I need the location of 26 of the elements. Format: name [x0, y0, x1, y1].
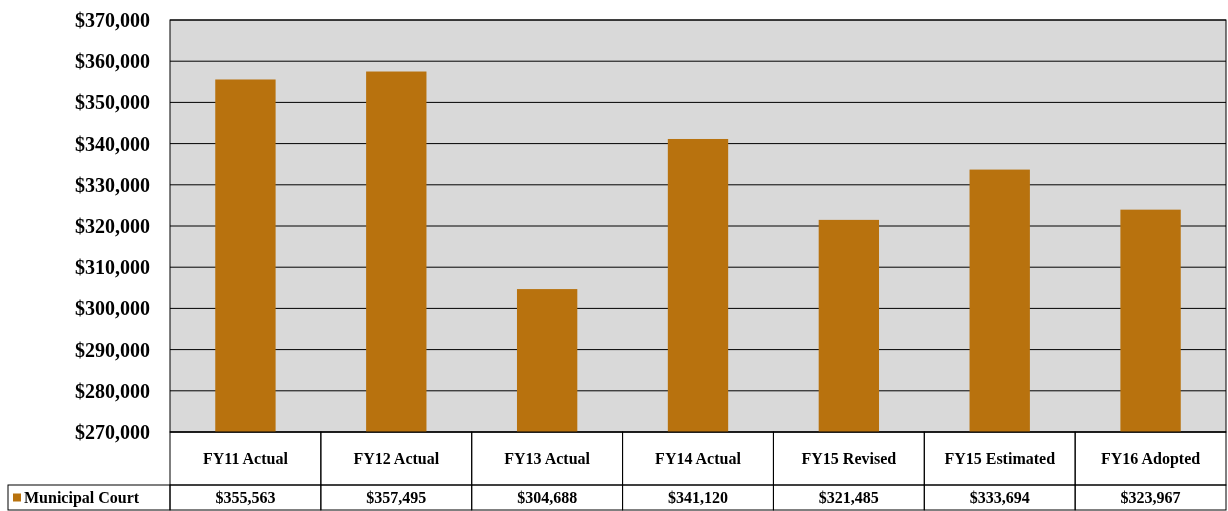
y-tick-label: $320,000 — [75, 215, 150, 237]
x-tick-label: FY15 Revised — [801, 450, 897, 468]
y-tick-label: $270,000 — [75, 421, 150, 443]
y-tick-label: $340,000 — [75, 132, 150, 155]
data-label: $355,563 — [215, 489, 276, 507]
data-label: $304,688 — [517, 489, 578, 507]
data-label: $341,120 — [668, 489, 728, 507]
y-tick-label: $310,000 — [75, 256, 150, 279]
data-label: $323,967 — [1120, 489, 1181, 507]
data-label: $333,694 — [969, 489, 1030, 507]
y-tick-label: $290,000 — [75, 338, 150, 361]
y-tick-label: $330,000 — [75, 173, 150, 196]
data-label: $321,485 — [818, 489, 879, 507]
x-tick-label: FY16 Adopted — [1101, 450, 1201, 469]
x-tick-label: FY15 Estimated — [944, 450, 1056, 468]
x-tick-label: FY13 Actual — [504, 450, 591, 468]
x-tick-label: FY11 Actual — [202, 450, 289, 468]
y-tick-label: $360,000 — [75, 50, 150, 73]
y-tick-label: $350,000 — [75, 91, 150, 114]
legend-label: Municipal Court — [24, 489, 140, 508]
y-tick-label: $370,000 — [75, 9, 150, 31]
x-tick-label: FY12 Actual — [353, 450, 440, 468]
y-tick-label: $280,000 — [75, 379, 150, 402]
x-tick-label: FY14 Actual — [655, 450, 742, 468]
y-tick-label: $300,000 — [75, 297, 150, 320]
data-label: $357,495 — [366, 489, 427, 507]
